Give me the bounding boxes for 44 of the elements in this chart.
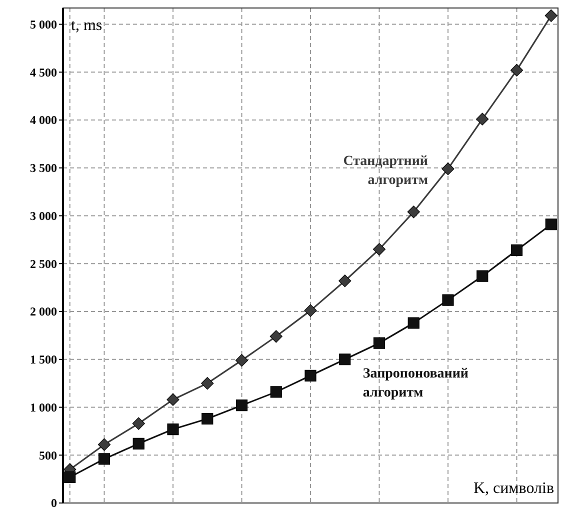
y-tick-label: 1 000: [30, 400, 57, 414]
y-tick-label: 3 500: [30, 161, 57, 176]
point: [304, 304, 317, 317]
point: [442, 294, 454, 306]
y-tick-label: 3 000: [30, 208, 57, 223]
point: [408, 317, 420, 329]
point: [132, 438, 144, 450]
y-tick-label: 4 500: [30, 65, 57, 80]
x-axis-title: K, символів: [473, 480, 554, 497]
point: [167, 423, 179, 436]
point: [270, 386, 282, 398]
point: [372, 242, 386, 256]
series-label: Стандартний алгоритм: [343, 154, 428, 188]
y-tick-label: 2 500: [30, 256, 57, 271]
y-axis-title: t, ms: [71, 17, 102, 34]
point: [132, 417, 145, 430]
point: [339, 354, 351, 366]
point: [373, 337, 386, 349]
y-tick-label: 500: [39, 448, 57, 462]
point: [166, 393, 180, 406]
y-tick-label: 0: [51, 496, 57, 510]
point: [476, 270, 488, 282]
point: [476, 112, 489, 126]
y-tick-label: 1 500: [30, 352, 57, 367]
point: [64, 471, 76, 483]
point: [510, 244, 523, 256]
y-tick-label: 5 000: [30, 17, 57, 32]
y-tick-label: 4 000: [30, 113, 57, 128]
point: [545, 218, 557, 230]
point: [270, 330, 282, 343]
point: [338, 274, 352, 288]
point: [201, 377, 214, 390]
series-label: Запропонований алгоритм: [362, 366, 468, 400]
point: [510, 64, 524, 77]
point: [202, 412, 214, 425]
y-tick-label: 2 000: [30, 304, 57, 319]
point: [407, 206, 420, 218]
point: [442, 162, 454, 176]
point: [98, 438, 111, 451]
point: [235, 354, 248, 367]
point: [236, 400, 248, 412]
point: [544, 9, 558, 22]
point: [304, 370, 316, 382]
point: [98, 453, 110, 465]
